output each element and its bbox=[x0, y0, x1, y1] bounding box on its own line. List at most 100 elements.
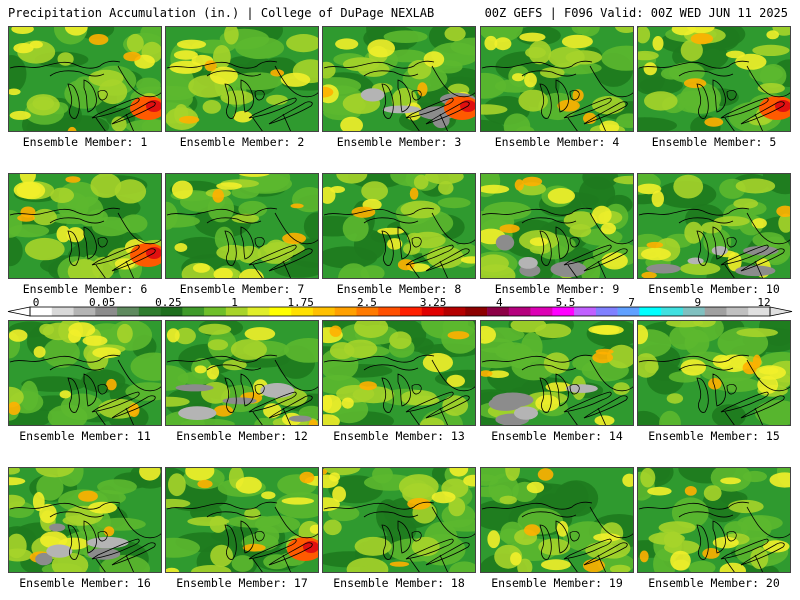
colorbar-swatch bbox=[73, 307, 96, 316]
ensemble-member-label: Ensemble Member: 2 bbox=[179, 135, 305, 149]
precipitation-map bbox=[480, 173, 634, 279]
precipitation-colorbar bbox=[7, 306, 793, 317]
colorbar-swatch bbox=[182, 307, 205, 316]
ensemble-member-label: Ensemble Member: 18 bbox=[333, 576, 465, 590]
colorbar-swatch bbox=[269, 307, 292, 316]
ensemble-member-label: Ensemble Member: 11 bbox=[19, 429, 151, 443]
ensemble-member-panel: Ensemble Member: 3 bbox=[322, 26, 476, 149]
ensemble-member-label: Ensemble Member: 5 bbox=[651, 135, 777, 149]
colorbar-swatch bbox=[247, 307, 270, 316]
ensemble-member-panel: Ensemble Member: 6 bbox=[8, 173, 162, 296]
ensemble-member-label: Ensemble Member: 17 bbox=[176, 576, 308, 590]
colorbar-tick-label: 5.5 bbox=[555, 296, 576, 309]
precipitation-map bbox=[480, 26, 634, 132]
precipitation-map bbox=[322, 320, 476, 426]
ensemble-member-panel: Ensemble Member: 18 bbox=[322, 467, 476, 590]
precipitation-map bbox=[165, 320, 319, 426]
precipitation-map bbox=[637, 467, 791, 573]
colorbar-swatch bbox=[138, 307, 161, 316]
colorbar-swatch bbox=[465, 307, 488, 316]
colorbar-swatch bbox=[356, 307, 379, 316]
precipitation-map bbox=[165, 173, 319, 279]
precipitation-map bbox=[322, 26, 476, 132]
colorbar-swatch bbox=[400, 307, 423, 316]
ensemble-member-label: Ensemble Member: 3 bbox=[336, 135, 462, 149]
colorbar-swatch bbox=[508, 307, 531, 316]
ensemble-member-label: Ensemble Member: 15 bbox=[648, 429, 780, 443]
map-title: Precipitation Accumulation (in.) | Colle… bbox=[8, 6, 435, 20]
colorbar-swatch bbox=[95, 307, 118, 316]
ensemble-member-label: Ensemble Member: 19 bbox=[491, 576, 623, 590]
colorbar-tick-label: 4 bbox=[495, 296, 503, 309]
ensemble-member-label: Ensemble Member: 10 bbox=[648, 282, 780, 296]
colorbar-tick-label: 1.75 bbox=[287, 296, 314, 309]
ensemble-member-panel: Ensemble Member: 1 bbox=[8, 26, 162, 149]
colorbar-tick-label: 3.25 bbox=[419, 296, 447, 309]
precipitation-map bbox=[480, 467, 634, 573]
colorbar-swatch bbox=[574, 307, 597, 316]
ensemble-member-label: Ensemble Member: 20 bbox=[648, 576, 780, 590]
precipitation-map bbox=[637, 173, 791, 279]
ensemble-member-panel: Ensemble Member: 7 bbox=[165, 173, 319, 296]
ensemble-member-panel: Ensemble Member: 4 bbox=[480, 26, 634, 149]
colorbar-swatch bbox=[595, 307, 618, 316]
colorbar-swatch bbox=[378, 307, 401, 316]
colorbar-swatch bbox=[421, 307, 444, 316]
colorbar-swatch bbox=[443, 307, 466, 316]
precipitation-map bbox=[637, 320, 791, 426]
ensemble-member-panel: Ensemble Member: 2 bbox=[165, 26, 319, 149]
colorbar-tick-label: 2.5 bbox=[356, 296, 377, 309]
colorbar-swatch bbox=[682, 307, 705, 316]
colorbar-swatch bbox=[639, 307, 662, 316]
precipitation-map bbox=[8, 467, 162, 573]
ensemble-member-panel: Ensemble Member: 8 bbox=[322, 173, 476, 296]
precipitation-map bbox=[8, 26, 162, 132]
ensemble-member-label: Ensemble Member: 1 bbox=[22, 135, 148, 149]
ensemble-member-panel: Ensemble Member: 19 bbox=[480, 467, 634, 590]
ensemble-member-label: Ensemble Member: 12 bbox=[176, 429, 308, 443]
colorbar-swatch bbox=[160, 307, 183, 316]
colorbar-swatch bbox=[487, 307, 510, 316]
colorbar-tick-label: 0 bbox=[32, 296, 40, 309]
ensemble-member-label: Ensemble Member: 16 bbox=[19, 576, 151, 590]
colorbar-tick-label: 9 bbox=[694, 296, 702, 309]
ensemble-member-label: Ensemble Member: 9 bbox=[494, 282, 620, 296]
colorbar-swatch bbox=[51, 307, 74, 316]
ensemble-member-label: Ensemble Member: 8 bbox=[336, 282, 462, 296]
precipitation-map bbox=[165, 26, 319, 132]
ensemble-member-panel: Ensemble Member: 11 bbox=[8, 320, 162, 443]
colorbar-max-arrow bbox=[769, 306, 793, 317]
ensemble-member-panel: Ensemble Member: 15 bbox=[637, 320, 791, 443]
colorbar-min-arrow bbox=[7, 306, 31, 317]
colorbar-swatch bbox=[530, 307, 553, 316]
ensemble-member-panel: Ensemble Member: 9 bbox=[480, 173, 634, 296]
colorbar-swatch bbox=[661, 307, 684, 316]
colorbar-swatch bbox=[30, 307, 53, 316]
colorbar-swatch bbox=[312, 307, 335, 316]
colorbar-swatch bbox=[225, 307, 248, 316]
colorbar-tick-label: 0.25 bbox=[155, 296, 182, 309]
colorbar-swatch bbox=[617, 307, 640, 316]
colorbar-swatch bbox=[334, 307, 357, 316]
colorbar-swatch bbox=[552, 307, 575, 316]
colorbar-swatch bbox=[726, 307, 749, 316]
colorbar-tick-label: 1 bbox=[231, 296, 238, 309]
ensemble-member-panel: Ensemble Member: 12 bbox=[165, 320, 319, 443]
colorbar-swatch bbox=[204, 307, 227, 316]
ensemble-member-panel: Ensemble Member: 5 bbox=[637, 26, 791, 149]
colorbar-tick-label: 7 bbox=[628, 296, 635, 309]
ensemble-member-label: Ensemble Member: 14 bbox=[491, 429, 623, 443]
ensemble-member-label: Ensemble Member: 6 bbox=[22, 282, 148, 296]
precipitation-map bbox=[8, 320, 162, 426]
ensemble-member-panel: Ensemble Member: 13 bbox=[322, 320, 476, 443]
colorbar-swatch bbox=[291, 307, 314, 316]
precipitation-map bbox=[637, 26, 791, 132]
precipitation-map bbox=[165, 467, 319, 573]
colorbar-tick-label: 0.05 bbox=[88, 296, 116, 309]
precipitation-map bbox=[322, 467, 476, 573]
precipitation-map bbox=[322, 173, 476, 279]
ensemble-member-panel: Ensemble Member: 16 bbox=[8, 467, 162, 590]
forecast-valid-time: 00Z GEFS | F096 Valid: 00Z WED JUN 11 20… bbox=[484, 6, 788, 20]
ensemble-member-label: Ensemble Member: 13 bbox=[333, 429, 465, 443]
precipitation-map bbox=[480, 320, 634, 426]
